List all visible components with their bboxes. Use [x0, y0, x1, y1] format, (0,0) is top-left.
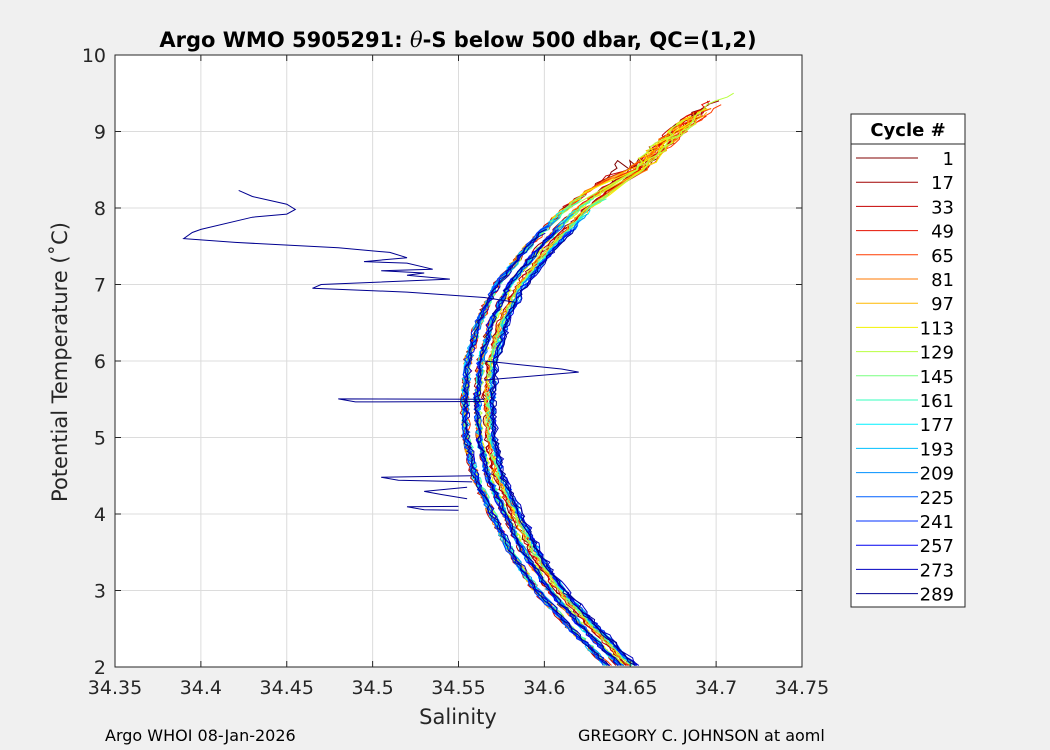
x-tick-label: 34.55 [431, 677, 485, 699]
legend-item-33: 33 [856, 197, 954, 218]
legend-item-209: 209 [856, 464, 954, 485]
legend-label: 161 [920, 391, 954, 412]
profile-cycle-273-trace-1 [463, 232, 610, 666]
legend-label: 17 [931, 173, 954, 194]
profile-cycle-257-trace-2 [473, 228, 619, 666]
profile-cycle-289-trace-1 [461, 228, 610, 666]
y-tick-label: 4 [94, 504, 106, 526]
legend-item-1: 1 [856, 149, 954, 170]
legend-label: 177 [920, 415, 954, 436]
legend: Cycle # 1 17 33 49 65 81 97 113 129 145 161 177 193 2… [850, 113, 966, 608]
legend-label: 1 [943, 149, 954, 170]
legend-label: 113 [920, 318, 954, 339]
x-tick-label: 34.65 [603, 677, 657, 699]
y-tick-label: 3 [94, 581, 106, 603]
title-theta: θ [410, 28, 423, 52]
y-axis-label: Potential Temperature (˚C) [48, 222, 72, 502]
x-tick-label: 34.6 [523, 677, 565, 699]
legend-box [850, 113, 966, 608]
legend-label: 257 [920, 536, 954, 557]
legend-label: 273 [920, 560, 954, 581]
legend-item-177: 177 [856, 415, 954, 436]
footer-right: GREGORY C. JOHNSON at aoml [578, 726, 825, 745]
y-tick-label: 6 [94, 351, 106, 373]
y-tick-label: 2 [94, 657, 106, 679]
y-tick-label: 9 [94, 122, 106, 144]
x-axis-label: Salinity [419, 705, 497, 729]
legend-label: 241 [920, 512, 954, 533]
title-suffix: -S below 500 dbar, QC=(1,2) [423, 28, 757, 52]
profile-cycle-241-trace-1 [461, 225, 604, 666]
legend-label: 81 [931, 270, 954, 291]
y-tick-label: 7 [94, 275, 106, 297]
legend-label: 289 [920, 585, 954, 606]
profile-cycle-289-trace-2 [474, 229, 622, 666]
x-tick-label: 34.45 [260, 677, 314, 699]
legend-item-257: 257 [856, 536, 954, 557]
y-tick-label: 8 [94, 198, 106, 220]
profile-lines [182, 92, 734, 666]
legend-items: 1 17 33 49 65 81 97 113 129 145 161 177 193 209 225 241… [856, 149, 954, 606]
legend-label: 129 [920, 343, 954, 364]
legend-item-113: 113 [856, 318, 954, 339]
axis-ticks: 34.35 34.4 34.45 34.5 34.55 34.6 34.65 34.7 34.7… [82, 45, 829, 699]
anomaly-spike-1 [484, 360, 579, 381]
chart-title: Argo WMO 5905291: θ-S below 500 dbar, QC… [159, 28, 756, 52]
legend-item-193: 193 [856, 439, 954, 460]
legend-item-161: 161 [856, 391, 954, 412]
x-tick-label: 34.35 [88, 677, 142, 699]
anomaly-spike-3 [381, 475, 473, 483]
profile-cycle-289-anomaly [182, 189, 636, 666]
legend-item-129: 129 [856, 343, 954, 364]
legend-label: 193 [920, 439, 954, 460]
x-tick-label: 34.7 [695, 677, 737, 699]
y-tick-label: 5 [94, 428, 106, 450]
legend-label: 145 [920, 367, 954, 388]
legend-item-81: 81 [856, 270, 954, 291]
anomaly-spike-5 [406, 505, 459, 511]
anomaly-spike-2 [338, 398, 485, 403]
legend-label: 209 [920, 464, 954, 485]
x-tick-label: 34.4 [180, 677, 222, 699]
profile-cycle-289-trace-3 [490, 229, 636, 666]
legend-item-273: 273 [856, 560, 954, 581]
x-tick-label: 34.5 [351, 677, 393, 699]
legend-item-65: 65 [856, 246, 954, 267]
legend-label: 225 [920, 488, 954, 509]
legend-label: 65 [931, 246, 954, 267]
title-prefix: Argo WMO 5905291: [159, 28, 410, 52]
y-tick-label: 10 [82, 45, 106, 67]
legend-item-49: 49 [856, 222, 954, 243]
legend-label: 97 [931, 294, 954, 315]
legend-item-289: 289 [856, 585, 954, 606]
anomaly-spike-4 [424, 486, 468, 500]
legend-item-17: 17 [856, 173, 954, 194]
legend-label: 49 [931, 222, 954, 243]
legend-title: Cycle # [870, 120, 945, 141]
legend-label: 33 [931, 197, 954, 218]
x-tick-label: 34.75 [775, 677, 829, 699]
legend-item-97: 97 [856, 294, 954, 315]
legend-item-241: 241 [856, 512, 954, 533]
legend-item-225: 225 [856, 488, 954, 509]
legend-item-145: 145 [856, 367, 954, 388]
footer-left: Argo WHOI 08-Jan-2026 [105, 726, 296, 745]
